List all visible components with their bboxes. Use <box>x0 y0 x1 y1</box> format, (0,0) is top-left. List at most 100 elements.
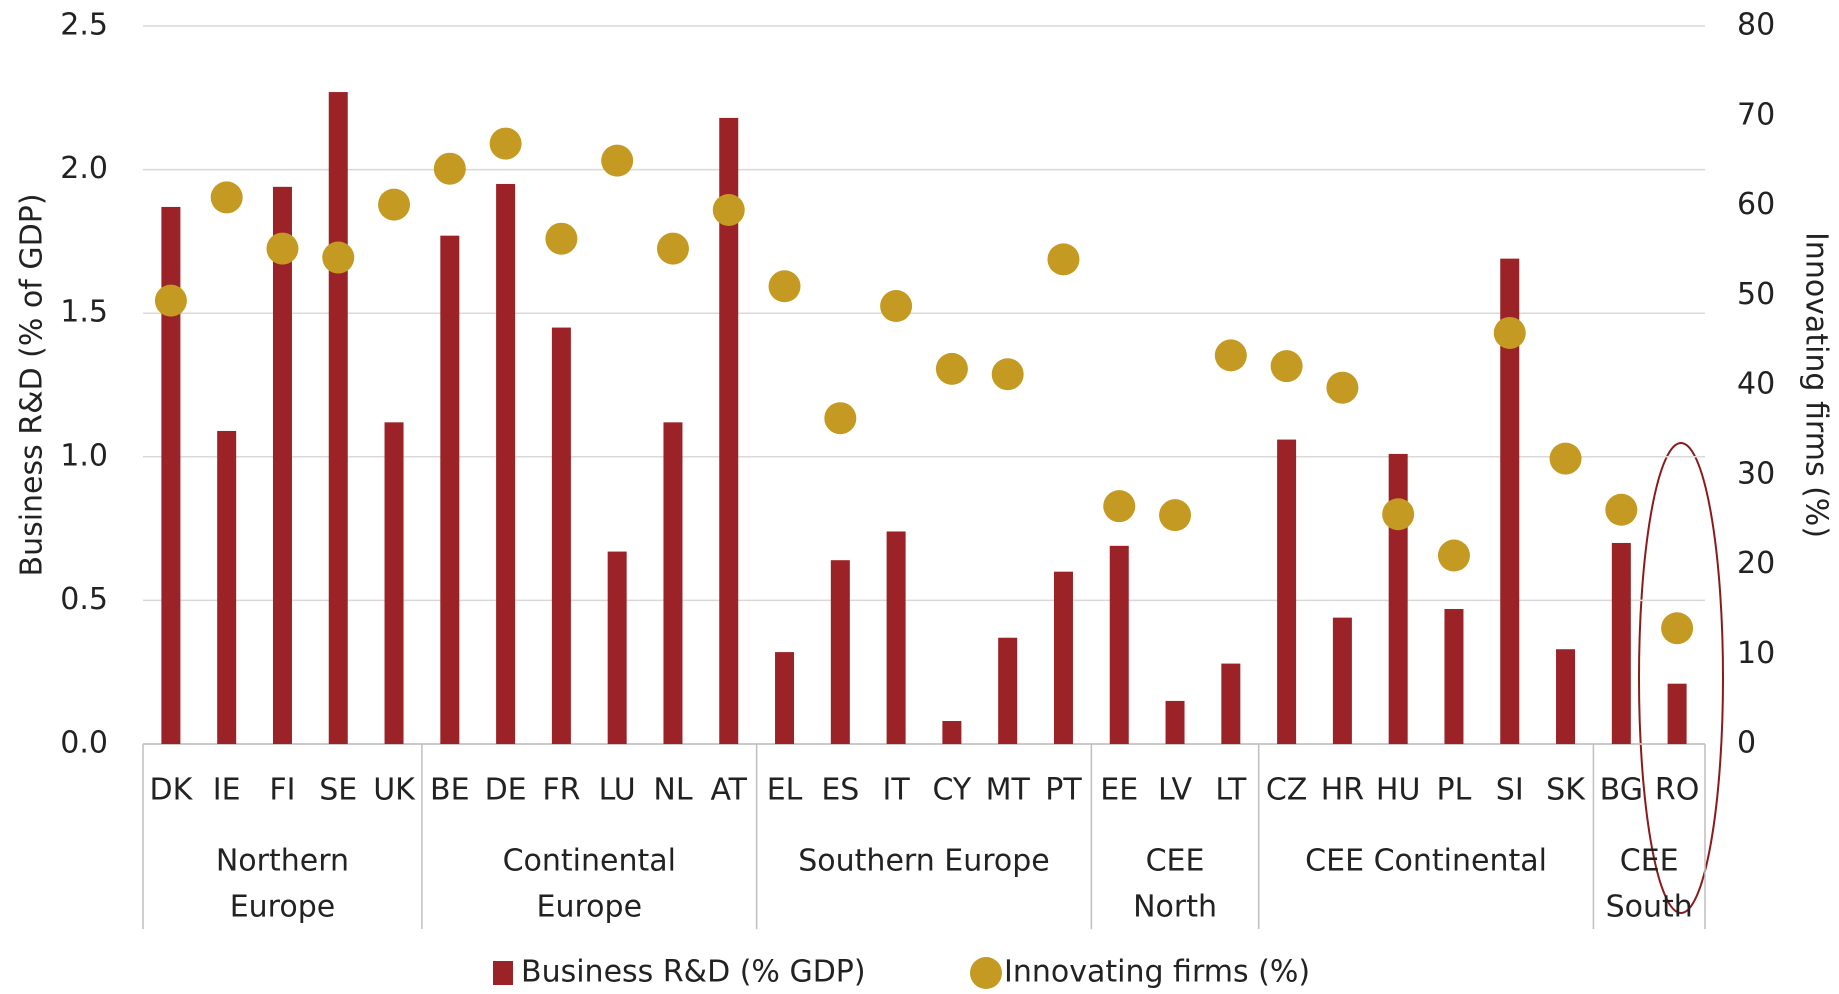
y-axis-title: Business R&D (% of GDP) <box>15 193 50 576</box>
dot <box>935 352 968 385</box>
dot <box>712 193 745 226</box>
bar <box>942 721 962 744</box>
dot <box>991 358 1024 391</box>
bar <box>1221 663 1241 744</box>
y2-tick-label: 10 <box>1737 636 1775 671</box>
dot <box>1326 371 1359 404</box>
y2-tick-label: 30 <box>1737 456 1775 491</box>
bar <box>1109 545 1129 744</box>
group-label: CEE <box>1146 844 1205 879</box>
group-label: Southern Europe <box>798 844 1050 879</box>
bar <box>1500 258 1520 744</box>
group-label: Europe <box>537 890 643 925</box>
y-tick-label: 0.0 <box>60 726 108 761</box>
dot <box>1382 498 1415 531</box>
dot <box>1159 499 1192 532</box>
bar <box>830 560 850 744</box>
x-tick-label: MT <box>986 773 1031 808</box>
dot <box>210 181 243 214</box>
bar <box>1332 617 1352 744</box>
y-tick-label: 1.0 <box>60 438 108 473</box>
group-label: North <box>1133 890 1217 925</box>
bar <box>328 92 348 744</box>
bar <box>551 327 571 744</box>
highlight-ellipse <box>1638 442 1724 914</box>
dot <box>601 144 634 177</box>
x-tick-label: RO <box>1655 773 1699 808</box>
x-tick-label: LU <box>599 773 636 808</box>
x-tick-label: FR <box>542 773 580 808</box>
bar <box>384 422 404 744</box>
dot <box>154 284 187 317</box>
x-tick-label: FI <box>269 773 295 808</box>
dot <box>266 232 299 265</box>
x-tick-label: PT <box>1045 773 1082 808</box>
bar <box>1444 609 1464 744</box>
x-tick-label: ES <box>821 773 859 808</box>
bar <box>1667 683 1687 744</box>
bar <box>1277 439 1297 744</box>
x-tick-label: CZ <box>1266 773 1308 808</box>
bar <box>607 551 627 744</box>
dot <box>880 290 913 323</box>
y2-tick-label: 0 <box>1737 726 1756 761</box>
y2-tick-label: 50 <box>1737 277 1775 312</box>
x-tick-label: LT <box>1215 773 1247 808</box>
bar <box>217 430 237 744</box>
y2-tick-label: 40 <box>1737 367 1775 402</box>
bar <box>272 186 292 744</box>
dot <box>768 270 801 303</box>
x-tick-label: IT <box>883 773 911 808</box>
x-tick-label: BE <box>430 773 470 808</box>
x-tick-label: DE <box>485 773 527 808</box>
x-tick-label: CY <box>933 773 972 808</box>
x-tick-label: HU <box>1376 773 1421 808</box>
bar <box>1165 700 1185 744</box>
y2-axis-title: Innovating firms (%) <box>1799 232 1834 538</box>
dot <box>1437 539 1470 572</box>
y2-tick-label: 70 <box>1737 97 1775 132</box>
legend-label: Business R&D (% GDP) <box>521 955 866 990</box>
bar <box>775 652 795 744</box>
x-tick-label: IE <box>213 773 241 808</box>
x-tick-label: AT <box>710 773 747 808</box>
dot <box>322 241 355 274</box>
dot <box>824 402 857 435</box>
dot <box>1103 490 1136 523</box>
bar <box>496 183 516 744</box>
x-tick-label: EL <box>767 773 803 808</box>
bar <box>1388 453 1408 744</box>
dot <box>1270 350 1303 383</box>
x-tick-label: DK <box>150 773 194 808</box>
bar <box>1556 649 1576 744</box>
legend-swatch <box>493 961 513 985</box>
y-tick-label: 1.5 <box>60 295 108 330</box>
dot <box>1661 612 1694 645</box>
dot <box>1047 243 1080 276</box>
y-tick-label: 2.0 <box>60 151 108 186</box>
x-tick-label: SK <box>1546 773 1586 808</box>
dot <box>545 222 578 255</box>
dot <box>433 152 466 185</box>
x-tick-label: LV <box>1158 773 1192 808</box>
dot <box>1549 442 1582 475</box>
y2-tick-label: 60 <box>1737 187 1775 222</box>
bar <box>1611 542 1631 744</box>
x-tick-label: EE <box>1100 773 1138 808</box>
x-tick-label: PL <box>1437 773 1472 808</box>
bar <box>886 531 906 744</box>
bar <box>1053 571 1073 744</box>
x-tick-label: BG <box>1600 773 1643 808</box>
bar <box>663 422 683 744</box>
group-label: Europe <box>230 890 336 925</box>
group-label: Northern <box>216 844 349 879</box>
dot <box>378 188 411 221</box>
group-label: CEE <box>1620 844 1679 879</box>
x-tick-label: UK <box>373 773 416 808</box>
bar <box>440 235 460 744</box>
group-label: CEE Continental <box>1305 844 1547 879</box>
bar <box>719 117 739 745</box>
x-tick-label: SE <box>319 773 357 808</box>
dot <box>489 127 522 160</box>
